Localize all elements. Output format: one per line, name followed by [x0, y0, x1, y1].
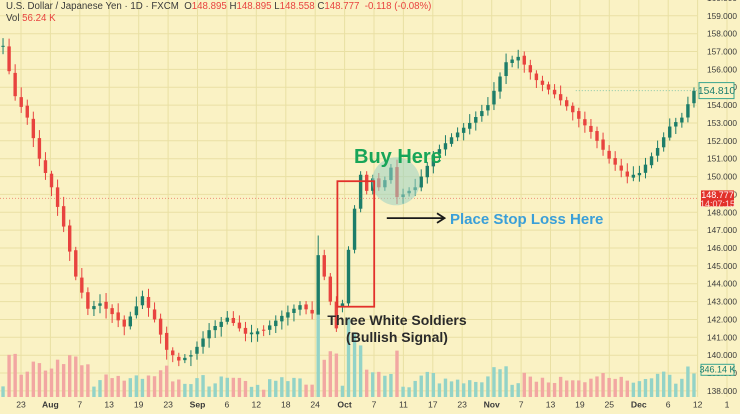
svg-text:158.000: 158.000: [707, 29, 737, 39]
svg-text:153.000: 153.000: [707, 118, 737, 128]
svg-text:23: 23: [16, 400, 26, 410]
svg-text:144.000: 144.000: [707, 279, 737, 289]
svg-text:19: 19: [134, 400, 144, 410]
svg-text:Sep: Sep: [190, 400, 206, 410]
svg-text:142.000: 142.000: [707, 315, 737, 325]
svg-text:7: 7: [77, 400, 82, 410]
svg-text:147.000: 147.000: [707, 225, 737, 235]
svg-text:7: 7: [372, 400, 377, 410]
svg-text:1: 1: [725, 400, 730, 410]
svg-text:145.000: 145.000: [707, 261, 737, 271]
svg-text:151.000: 151.000: [707, 154, 737, 164]
svg-text:23: 23: [457, 400, 467, 410]
svg-text:150.000: 150.000: [707, 172, 737, 182]
svg-text:Oct: Oct: [337, 400, 351, 410]
svg-text:157.000: 157.000: [707, 47, 737, 57]
svg-text:13: 13: [104, 400, 114, 410]
svg-text:6: 6: [225, 400, 230, 410]
svg-text:6: 6: [666, 400, 671, 410]
svg-text:Nov: Nov: [484, 400, 500, 410]
svg-text:146.000: 146.000: [707, 243, 737, 253]
svg-text:140.000: 140.000: [707, 350, 737, 360]
svg-text:Dec: Dec: [631, 400, 647, 410]
svg-text:24: 24: [310, 400, 320, 410]
svg-text:138.000: 138.000: [707, 386, 737, 396]
svg-text:160.000: 160.000: [707, 0, 737, 3]
svg-text:18: 18: [281, 400, 291, 410]
svg-text:14:07:15: 14:07:15: [700, 199, 735, 209]
svg-text:Aug: Aug: [42, 400, 59, 410]
svg-text:11: 11: [399, 400, 408, 410]
svg-text:346.14 K: 346.14 K: [699, 364, 735, 374]
svg-text:13: 13: [546, 400, 556, 410]
svg-text:154.810: 154.810: [698, 86, 735, 97]
svg-text:159.000: 159.000: [707, 11, 737, 21]
svg-text:17: 17: [428, 400, 438, 410]
svg-text:23: 23: [163, 400, 173, 410]
svg-text:156.000: 156.000: [707, 64, 737, 74]
svg-text:154.000: 154.000: [707, 100, 737, 110]
svg-text:143.000: 143.000: [707, 297, 737, 307]
svg-text:152.000: 152.000: [707, 136, 737, 146]
svg-text:19: 19: [575, 400, 585, 410]
svg-text:25: 25: [605, 400, 615, 410]
svg-text:12: 12: [252, 400, 262, 410]
svg-text:141.000: 141.000: [707, 332, 737, 342]
svg-text:7: 7: [519, 400, 524, 410]
svg-text:12: 12: [693, 400, 703, 410]
